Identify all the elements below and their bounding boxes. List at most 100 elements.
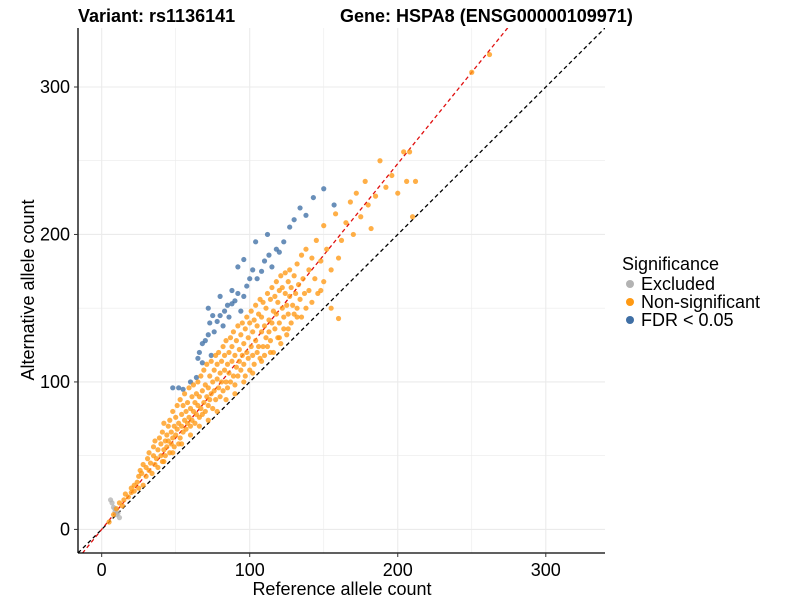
point-non-significant (395, 190, 401, 196)
point-non-significant (293, 290, 299, 297)
point-fdr-0-05 (224, 302, 231, 308)
point-non-significant (273, 279, 279, 285)
point-non-significant (318, 287, 324, 294)
point-non-significant (187, 432, 194, 438)
point-fdr-0-05 (205, 305, 211, 311)
point-non-significant (139, 470, 145, 476)
point-non-significant (184, 399, 191, 406)
point-non-significant (282, 290, 288, 297)
point-fdr-0-05 (310, 194, 316, 201)
point-non-significant (377, 158, 383, 164)
point-non-significant (214, 408, 220, 415)
point-non-significant (113, 506, 120, 512)
point-non-significant (287, 267, 293, 273)
point-non-significant (343, 220, 349, 226)
point-non-significant (486, 51, 493, 58)
point-non-significant (362, 178, 368, 184)
point-non-significant (201, 399, 207, 406)
point-non-significant (204, 361, 210, 367)
point-non-significant (170, 408, 176, 415)
point-non-significant (183, 426, 189, 432)
point-non-significant (276, 335, 282, 341)
point-fdr-0-05 (297, 205, 303, 211)
point-fdr-0-05 (217, 312, 223, 319)
point-non-significant (253, 338, 259, 344)
point-non-significant (250, 370, 256, 376)
legend-title: Significance (622, 254, 719, 274)
point-non-significant (312, 276, 318, 282)
point-non-significant (218, 379, 225, 385)
point-non-significant (170, 450, 176, 456)
point-fdr-0-05 (266, 252, 272, 258)
point-non-significant (223, 338, 229, 344)
point-non-significant (247, 320, 253, 326)
point-non-significant (303, 305, 309, 311)
point-non-significant (155, 447, 161, 453)
point-non-significant (278, 273, 284, 279)
point-non-significant (300, 276, 306, 282)
point-non-significant (168, 429, 174, 435)
point-non-significant (230, 373, 237, 379)
point-non-significant (335, 315, 342, 322)
fit-line (81, 28, 509, 553)
point-fdr-0-05 (170, 385, 176, 391)
point-non-significant (241, 379, 247, 385)
point-fdr-0-05 (210, 312, 216, 319)
point-non-significant (152, 438, 158, 444)
point-non-significant (208, 358, 214, 364)
point-non-significant (196, 394, 202, 400)
point-non-significant (171, 444, 177, 450)
point-non-significant (332, 211, 339, 217)
point-fdr-0-05 (281, 239, 287, 245)
point-non-significant (267, 296, 274, 302)
point-non-significant (266, 329, 272, 335)
point-non-significant (149, 470, 155, 476)
point-non-significant (187, 423, 194, 429)
point-fdr-0-05 (276, 249, 282, 255)
point-non-significant (269, 320, 275, 326)
legend-swatch-non-significant (626, 298, 634, 306)
point-non-significant (161, 458, 167, 465)
point-non-significant (321, 279, 327, 285)
point-non-significant (230, 329, 237, 335)
point-non-significant (261, 352, 268, 358)
point-non-significant (147, 460, 154, 466)
point-fdr-0-05 (244, 283, 250, 289)
point-non-significant (294, 305, 300, 311)
point-non-significant (324, 246, 330, 252)
point-non-significant (110, 512, 117, 518)
point-non-significant (233, 338, 239, 344)
point-non-significant (161, 420, 167, 426)
point-non-significant (220, 343, 226, 350)
point-non-significant (221, 352, 228, 358)
point-non-significant (146, 450, 152, 456)
point-non-significant (279, 284, 285, 291)
point-non-significant (409, 214, 416, 220)
x-tick-label: 300 (531, 560, 561, 580)
point-non-significant (218, 358, 225, 364)
point-non-significant (238, 332, 244, 338)
point-non-significant (242, 373, 248, 379)
point-non-significant (199, 388, 205, 394)
point-non-significant (412, 178, 419, 184)
plot-grid (78, 28, 605, 553)
point-fdr-0-05 (199, 360, 205, 366)
point-non-significant (383, 184, 389, 190)
point-non-significant (162, 453, 168, 459)
point-non-significant (164, 432, 170, 438)
point-fdr-0-05 (208, 352, 214, 358)
point-non-significant (298, 314, 305, 320)
point-non-significant (173, 432, 179, 438)
point-non-significant (179, 423, 185, 429)
point-fdr-0-05 (238, 308, 244, 314)
point-non-significant (281, 314, 287, 320)
point-non-significant (183, 408, 189, 415)
point-non-significant (207, 397, 213, 403)
reference-lines (78, 28, 605, 553)
point-non-significant (144, 456, 151, 462)
point-fdr-0-05 (254, 276, 260, 282)
point-non-significant (245, 335, 251, 341)
point-non-significant (226, 349, 232, 356)
point-non-significant (260, 343, 266, 350)
